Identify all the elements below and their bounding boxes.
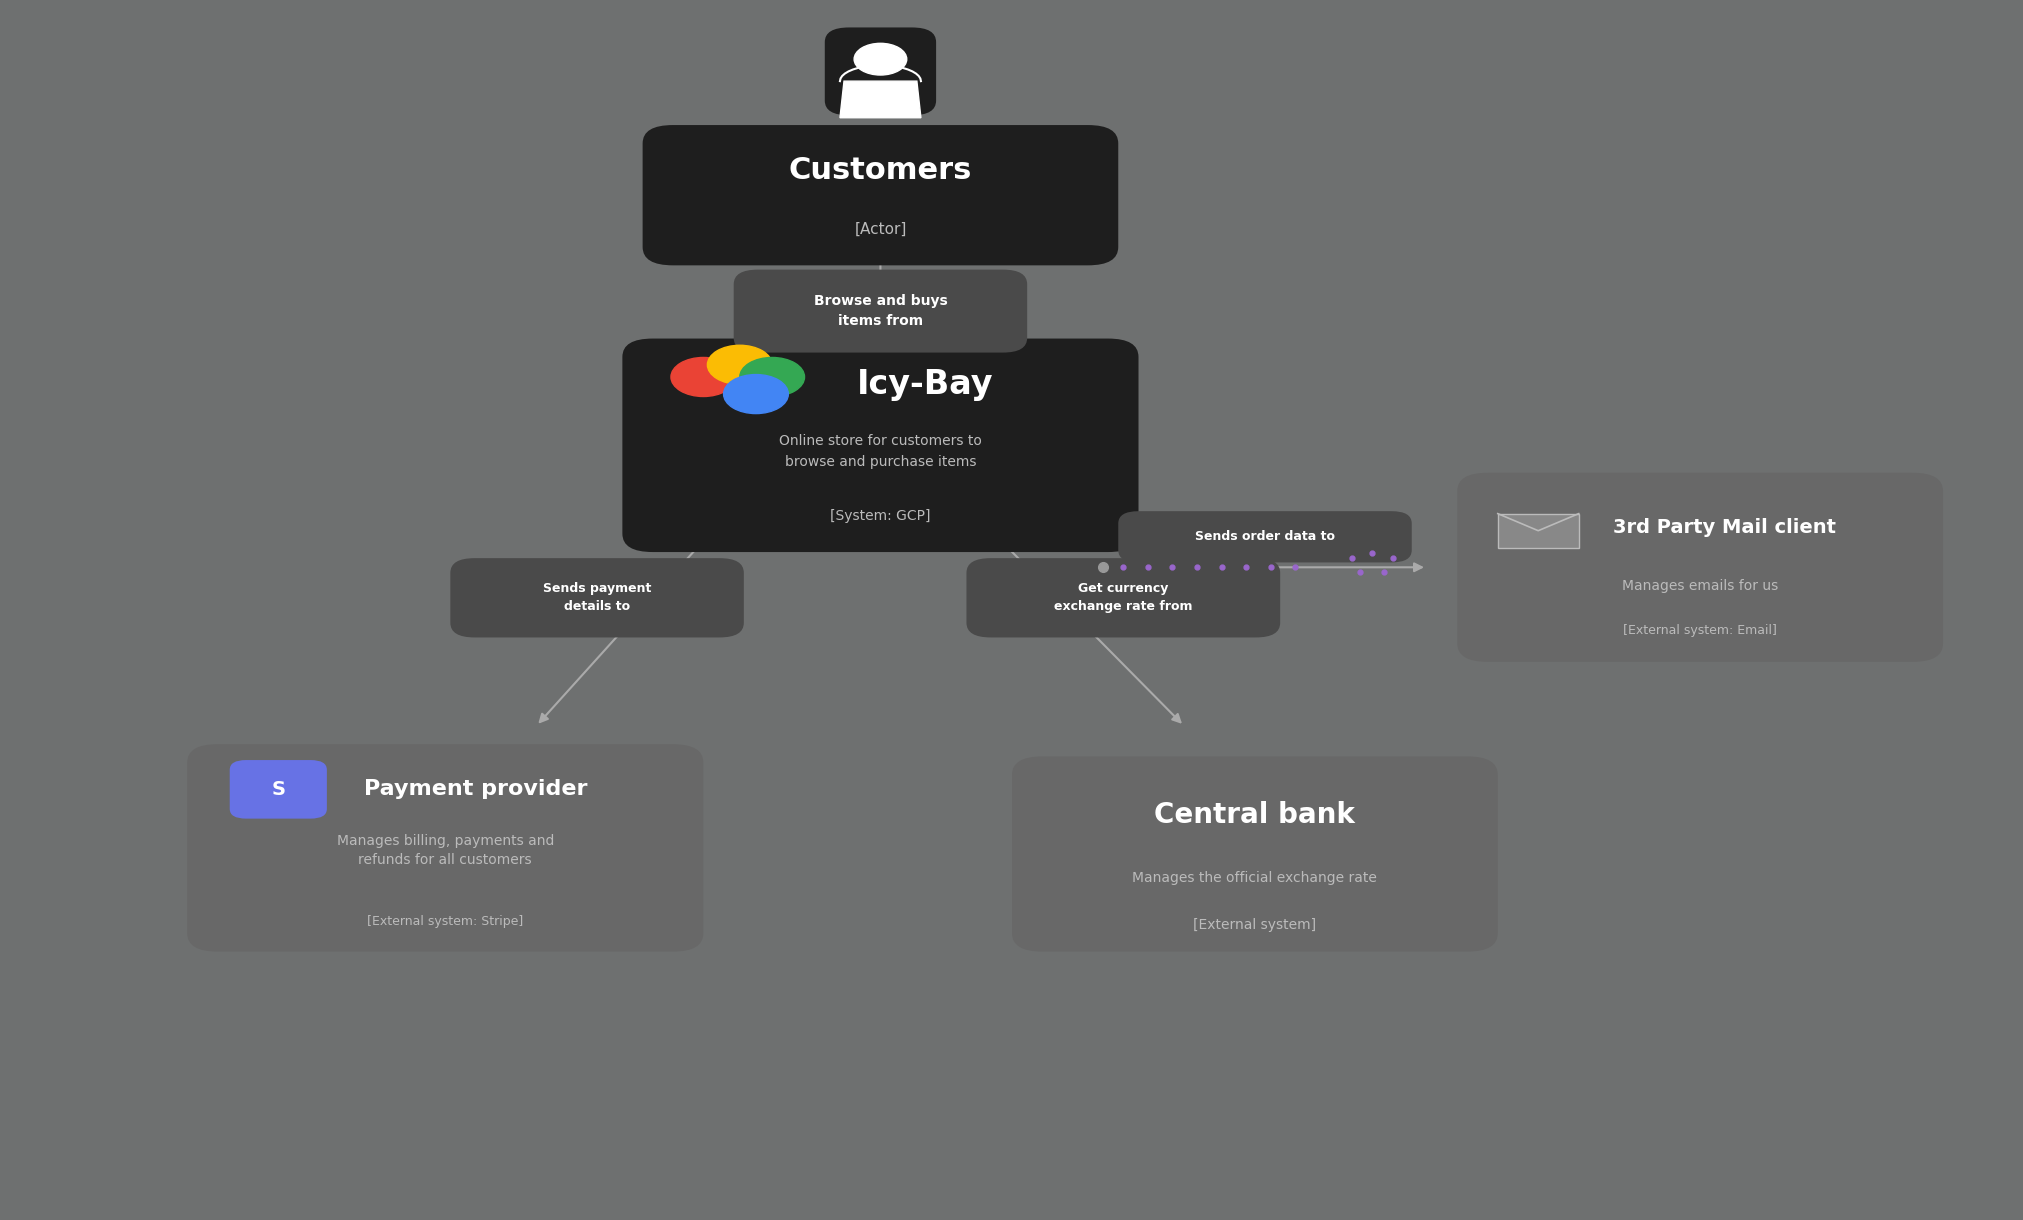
Text: Customers: Customers bbox=[789, 156, 971, 185]
FancyBboxPatch shape bbox=[186, 744, 704, 952]
Text: Get currency
exchange rate from: Get currency exchange rate from bbox=[1054, 582, 1192, 614]
FancyBboxPatch shape bbox=[967, 559, 1281, 637]
Text: [System: GCP]: [System: GCP] bbox=[829, 509, 931, 523]
Text: Online store for customers to
browse and purchase items: Online store for customers to browse and… bbox=[779, 434, 981, 468]
FancyBboxPatch shape bbox=[623, 339, 1137, 551]
Text: Payment provider: Payment provider bbox=[364, 780, 587, 799]
FancyBboxPatch shape bbox=[1012, 756, 1497, 952]
Text: 3rd Party Mail client: 3rd Party Mail client bbox=[1612, 517, 1835, 537]
Text: Manages emails for us: Manages emails for us bbox=[1620, 578, 1778, 593]
FancyBboxPatch shape bbox=[823, 28, 935, 115]
Circle shape bbox=[854, 44, 906, 76]
Circle shape bbox=[708, 345, 771, 384]
Circle shape bbox=[724, 375, 789, 414]
Polygon shape bbox=[840, 82, 920, 118]
FancyBboxPatch shape bbox=[1497, 514, 1578, 548]
Text: [External system: Email]: [External system: Email] bbox=[1622, 625, 1776, 637]
Text: Manages the official exchange rate: Manages the official exchange rate bbox=[1133, 871, 1376, 886]
Text: S: S bbox=[271, 780, 285, 799]
Text: [External system: Stripe]: [External system: Stripe] bbox=[366, 915, 524, 927]
Text: [Actor]: [Actor] bbox=[854, 222, 906, 237]
FancyBboxPatch shape bbox=[732, 270, 1026, 353]
FancyBboxPatch shape bbox=[1117, 511, 1412, 562]
FancyBboxPatch shape bbox=[449, 559, 742, 637]
Text: [External system]: [External system] bbox=[1194, 917, 1315, 932]
Text: Sends payment
details to: Sends payment details to bbox=[542, 582, 651, 614]
Text: Central bank: Central bank bbox=[1153, 802, 1355, 828]
Text: Sends order data to: Sends order data to bbox=[1194, 531, 1335, 543]
Text: Manages billing, payments and
refunds for all customers: Manages billing, payments and refunds fo… bbox=[336, 833, 554, 867]
Text: Icy-Bay: Icy-Bay bbox=[856, 367, 993, 401]
FancyBboxPatch shape bbox=[1457, 472, 1942, 661]
Text: Browse and buys
items from: Browse and buys items from bbox=[813, 294, 947, 328]
FancyBboxPatch shape bbox=[643, 124, 1117, 266]
Circle shape bbox=[740, 357, 803, 396]
Circle shape bbox=[670, 357, 736, 396]
FancyBboxPatch shape bbox=[231, 760, 328, 819]
